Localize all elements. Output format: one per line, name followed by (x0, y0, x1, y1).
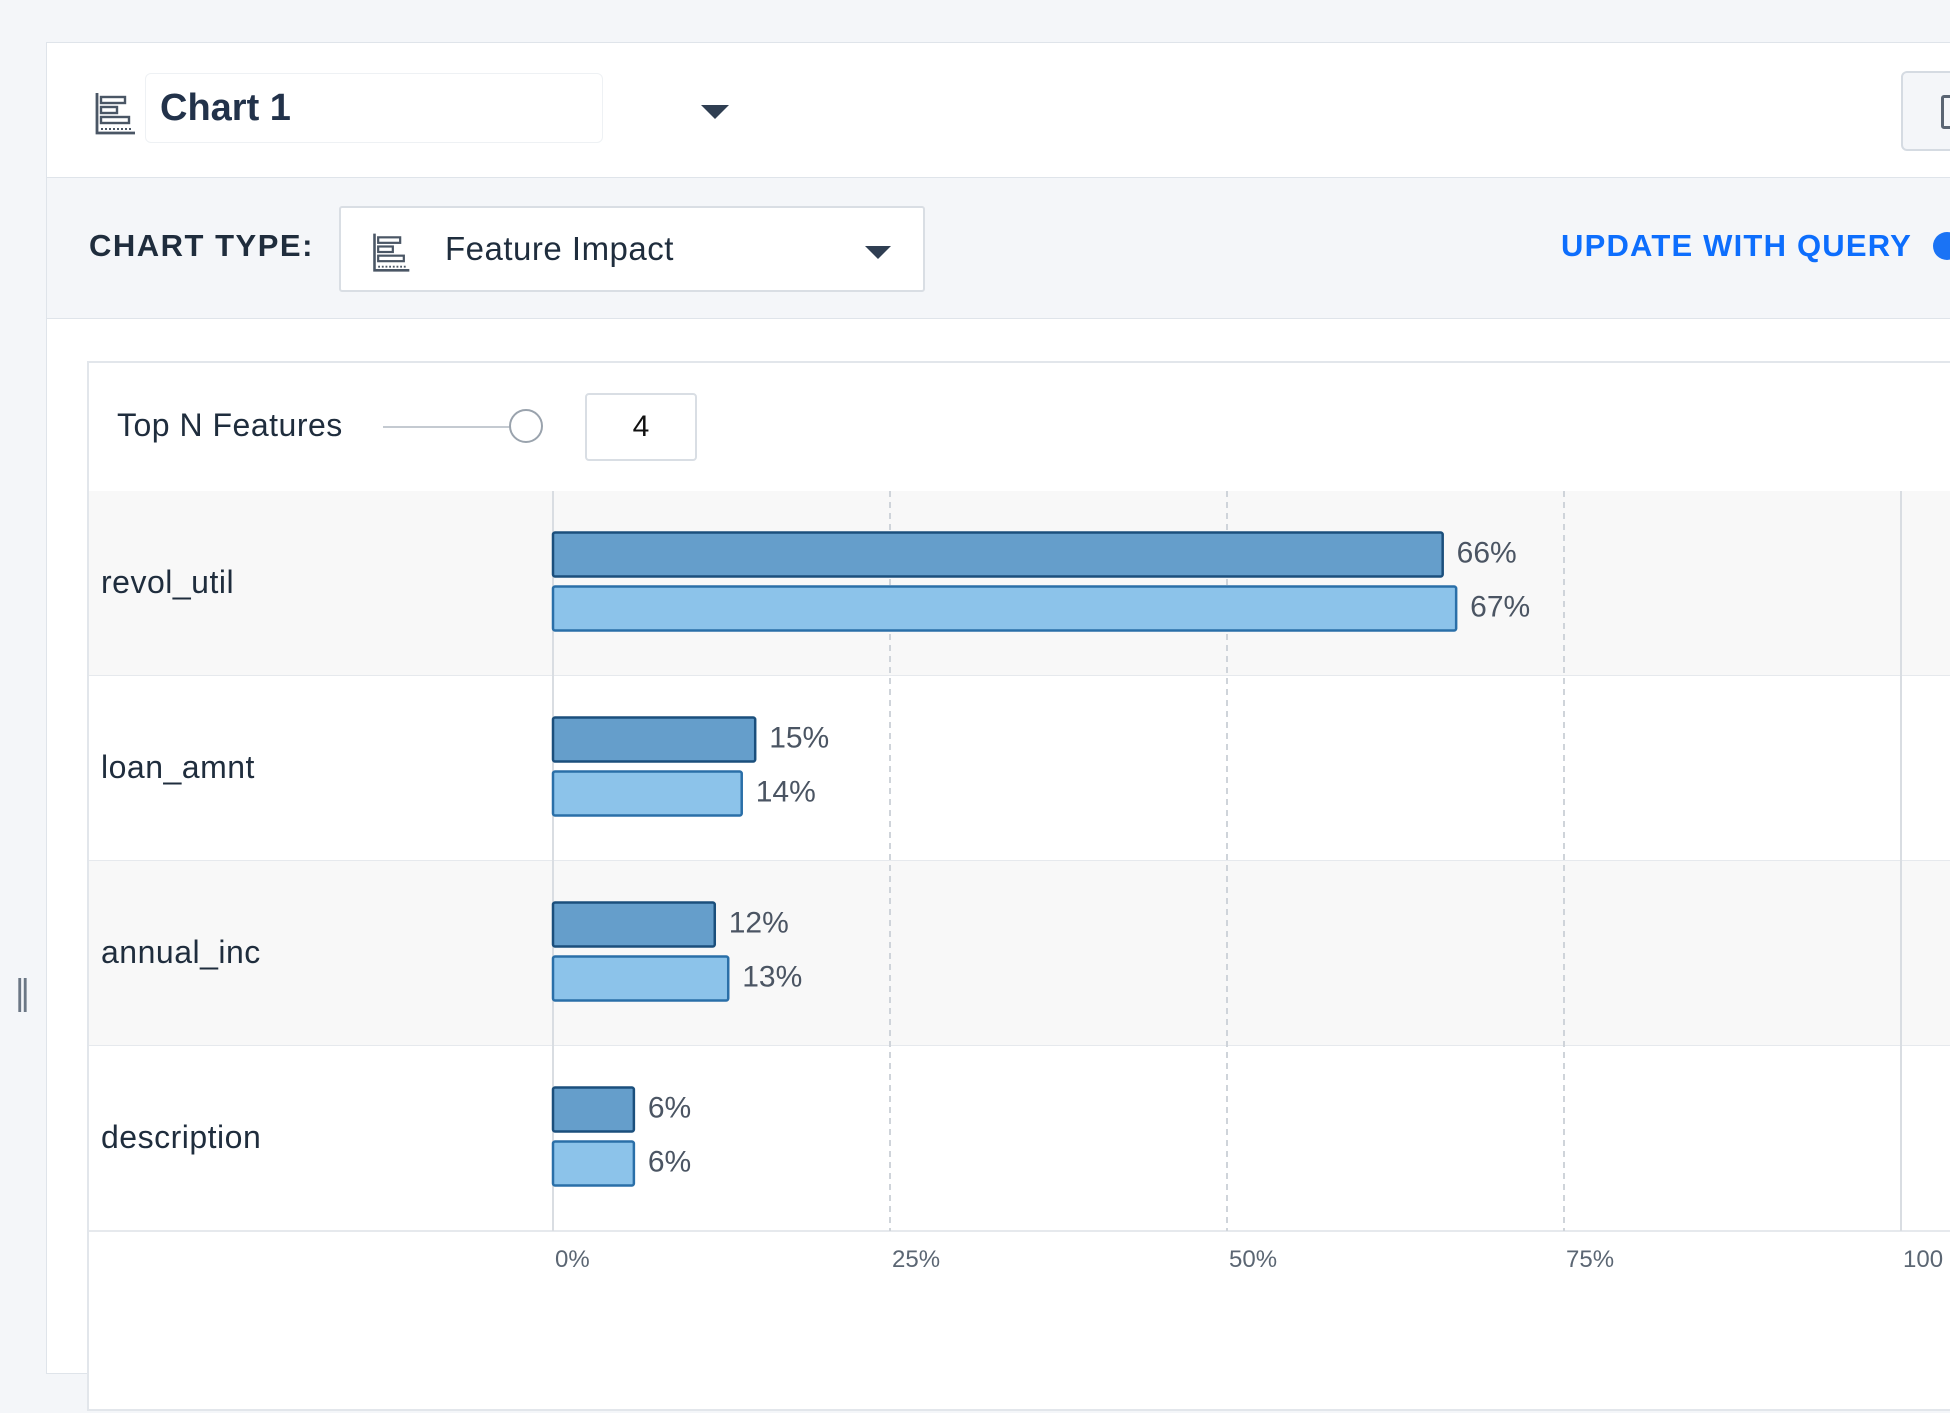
bar (551, 1140, 636, 1187)
chart-controls: Top N Features (89, 363, 1950, 493)
bar-value-label: 14% (756, 776, 816, 809)
top-n-slider-track[interactable] (383, 426, 513, 428)
bar-value-label: 66% (1457, 537, 1517, 570)
bar (551, 716, 757, 763)
x-tick-label: 50% (1229, 1246, 1277, 1273)
feature-impact-plot: 0% 25% 50% 75% 100 66% 67% 15% 14% 12% 13% 6% 6% (89, 491, 1950, 1273)
top-n-features-label: Top N Features (117, 407, 343, 443)
feature-label: annual_inc (101, 933, 261, 970)
chart-type-select[interactable]: Feature Impact (339, 206, 925, 292)
x-tick-label: 25% (892, 1246, 940, 1273)
bar-value-label: 15% (769, 722, 829, 755)
top-n-input[interactable] (585, 393, 697, 461)
bar (551, 585, 1458, 632)
row-background (89, 1046, 1950, 1231)
chevron-down-icon (865, 246, 891, 259)
chart-title-bar (47, 43, 1950, 178)
chart-name-input[interactable] (145, 73, 603, 143)
bar (551, 770, 743, 817)
bar-value-label: 67% (1470, 591, 1530, 624)
update-toggle[interactable] (1933, 232, 1950, 260)
feature-impact-icon (373, 233, 410, 272)
row-background (89, 676, 1950, 861)
chevron-down-icon[interactable] (701, 105, 729, 119)
bar (551, 901, 717, 948)
panel-splitter-handle[interactable]: ‖ (14, 973, 31, 1013)
chart-view-button[interactable] (1901, 71, 1950, 151)
row-background (89, 491, 1950, 676)
top-n-slider-thumb[interactable] (509, 409, 543, 443)
chart-icon (1941, 95, 1950, 129)
update-with-query-link[interactable]: UPDATE WITH QUERY (1561, 228, 1913, 263)
x-tick-label: 75% (1566, 1246, 1614, 1273)
feature-impact-chart: Top N Features 0% 25% 50% 75% 100 66% 67% 15% 14… (87, 361, 1950, 1411)
chart-type-label: CHART TYPE: (89, 228, 314, 263)
feature-label: description (101, 1118, 262, 1155)
bar-value-label: 6% (648, 1146, 691, 1179)
chart-type-bar: CHART TYPE: Feature Impact UPDATE WITH Q… (47, 178, 1950, 319)
row-background (89, 861, 1950, 1046)
feature-label: loan_amnt (101, 748, 255, 785)
bar-value-label: 13% (742, 961, 802, 994)
bar (551, 955, 730, 1002)
bar-value-label: 6% (648, 1092, 691, 1125)
feature-label: revol_util (101, 563, 235, 600)
chart-panel: CHART TYPE: Feature Impact UPDATE WITH Q… (46, 42, 1950, 1411)
bar (551, 1086, 636, 1133)
x-tick-label: 100 (1903, 1246, 1943, 1273)
feature-impact-icon (95, 93, 135, 135)
bar (551, 531, 1444, 578)
chart-type-value: Feature Impact (445, 230, 674, 267)
x-tick-label: 0% (555, 1246, 590, 1273)
bar-value-label: 12% (729, 907, 789, 940)
